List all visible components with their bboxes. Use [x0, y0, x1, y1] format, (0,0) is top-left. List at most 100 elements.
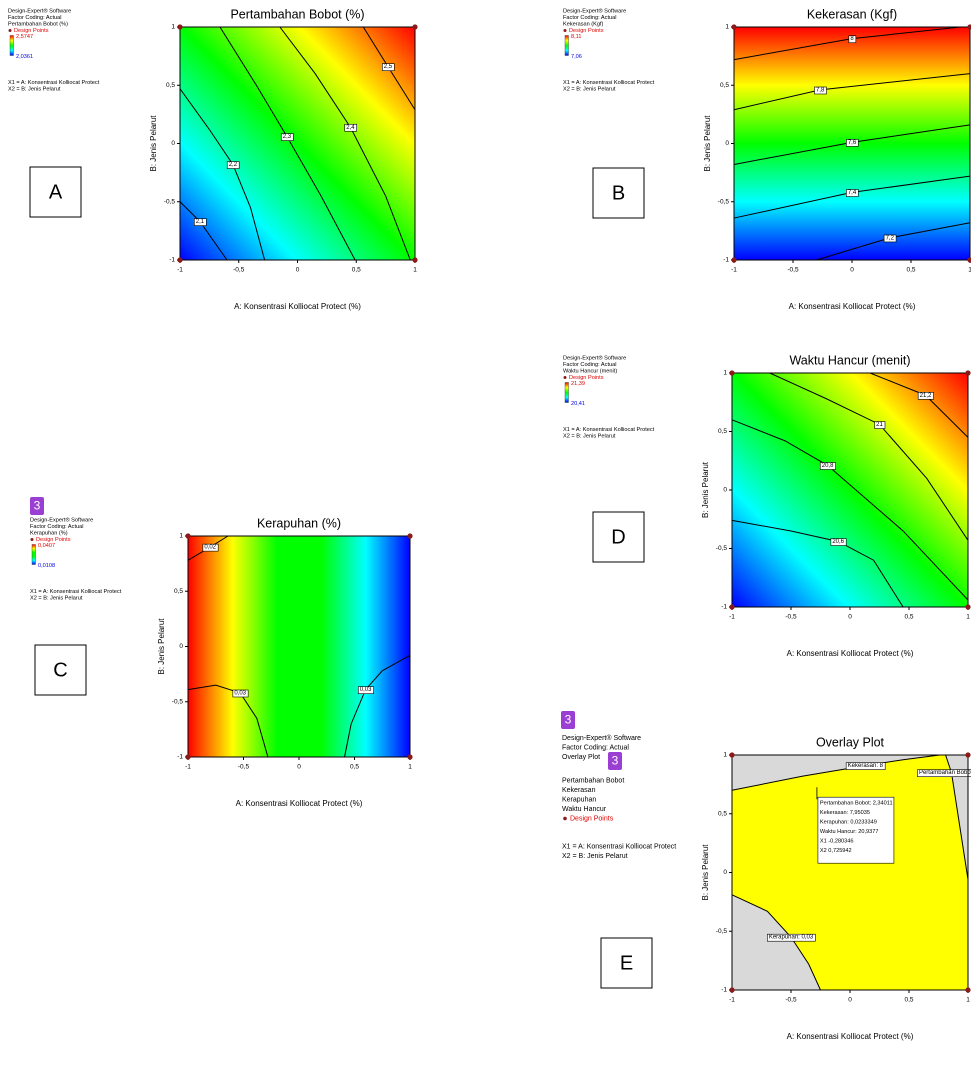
contour-label-box [344, 123, 358, 132]
contour-label: 0,02 [204, 545, 216, 551]
y-tick-label: -0,5 [716, 928, 728, 935]
x-tick-label: 0,5 [352, 267, 361, 274]
contour-label: 7,4 [848, 190, 857, 196]
colorbar [564, 382, 569, 403]
y-tick-label: -0,5 [718, 198, 730, 205]
factor-note: X2 = B: Jenis Pelarut [562, 853, 628, 860]
badge-text: 3 [565, 713, 572, 727]
info-text: Waktu Hancur (menit) [563, 368, 617, 374]
x-axis-label: A: Konsentrasi Kolliocat Protect (%) [236, 799, 363, 808]
panel: 2,1 2,2 2,3 2,4 2,5 -1 -0,5 0 0,5 1 -1 -0,5 0 0,5 1 Per… [8, 7, 418, 311]
y-tick-label: -1 [177, 754, 183, 761]
contour-label-box [280, 133, 294, 141]
contour-label-box [848, 35, 857, 44]
x-tick-label: 0 [296, 267, 300, 274]
factor-note: X1 = A: Konsentrasi Kolliocat Protect [563, 80, 655, 86]
contour-label: 21,2 [920, 393, 932, 399]
y-tick-label: -0,5 [164, 198, 176, 205]
y-tick-label: 0,5 [718, 428, 727, 435]
badge [561, 711, 575, 729]
colorbar-max: 2,5747 [16, 34, 33, 40]
contour-label: 0,03 [360, 687, 372, 693]
design-point [729, 604, 735, 610]
badge [30, 497, 44, 515]
contour-label-box [846, 139, 859, 147]
info-text: Factor Coding: Actual [30, 524, 83, 530]
legend-text: Design Points [570, 815, 614, 822]
factor-note: X2 = B: Jenis Pelarut [563, 86, 616, 92]
panel: Kekerasan: 8 Pertambahan Bobot: 2,5 Kerapu… [561, 711, 971, 1041]
x-tick-label: -1 [185, 764, 191, 771]
contour-label-box [874, 421, 886, 429]
legend-text: Kekerasan [562, 787, 596, 794]
panel: 21,2 21 20,8 20,6 -1 -0,5 0 0,5 1 -1 -0,5 0 0,5 1 Wakt… [563, 353, 971, 658]
panel-label: A [49, 181, 63, 203]
contour-label: 7,6 [848, 140, 857, 146]
y-tick-label: 0 [723, 487, 727, 494]
y-tick-label: 0 [725, 140, 729, 147]
colorbar [31, 544, 36, 565]
y-axis-label: B: Jenis Pelarut [701, 461, 710, 518]
legend-text: Design Points [569, 28, 604, 34]
factor-note: X1 = A: Konsentrasi Kolliocat Protect [30, 589, 122, 595]
y-tick-label: 1 [723, 370, 727, 377]
contour-label-box [830, 538, 847, 546]
info-text: Kerapuhan (%) [30, 530, 68, 536]
x-tick-label: 0,5 [350, 764, 359, 771]
legend-text: Kerapuhan [562, 796, 596, 803]
colorbar-max: 0,0407 [38, 543, 55, 549]
design-point [967, 257, 971, 263]
y-tick-label: 1 [171, 24, 175, 31]
chart-title: Kekerasan (Kgf) [807, 7, 897, 21]
legend-text: Waktu Hancur [562, 806, 607, 813]
contour-label-box [202, 543, 219, 552]
x-tick-label: 0 [850, 267, 854, 274]
legend-text: Pertambahan Bobot [562, 777, 624, 784]
design-point [731, 257, 737, 263]
contour-label: Kekerasan: 8 [848, 763, 884, 769]
contour-label-box [845, 762, 886, 770]
y-axis-label: B: Jenis Pelarut [703, 115, 712, 172]
contour-label-box [357, 686, 374, 694]
annotation-text: Waktu Hancur: 20,9377 [820, 829, 879, 835]
colorbar [564, 35, 569, 56]
y-tick-label: -0,5 [716, 545, 728, 552]
panel-box [592, 167, 645, 219]
design-point [965, 752, 971, 758]
info-text: Factor Coding: Actual [563, 15, 616, 21]
chart-title: Kerapuhan (%) [257, 516, 341, 530]
y-tick-label: 1 [723, 752, 727, 759]
y-tick-label: 1 [179, 533, 183, 540]
contour-label: 20,6 [832, 539, 844, 545]
contour-label-box [232, 689, 249, 698]
x-tick-label: 0 [297, 764, 301, 771]
y-tick-label: -1 [721, 604, 727, 611]
x-tick-label: -0,5 [785, 614, 797, 621]
x-tick-label: 1 [966, 997, 970, 1004]
x-axis-label: A: Konsentrasi Kolliocat Protect (%) [787, 1032, 914, 1041]
panel-label: B [612, 182, 625, 204]
factor-note: X1 = A: Konsentrasi Kolliocat Protect [562, 843, 676, 850]
design-point [729, 987, 735, 993]
x-tick-label: 0,5 [904, 997, 913, 1004]
info-text: Factor Coding: Actual [563, 362, 616, 368]
colorbar [9, 35, 14, 56]
y-tick-label: 0,5 [166, 82, 175, 89]
design-point [407, 533, 413, 539]
y-tick-label: 0,5 [720, 82, 729, 89]
x-tick-label: -1 [729, 997, 735, 1004]
y-tick-label: 0,5 [718, 810, 727, 817]
x-tick-label: -0,5 [787, 267, 799, 274]
contour-label-box [194, 218, 207, 226]
contour-label: Kerapuhan: 0,03 [769, 935, 814, 941]
info-text: Pertambahan Bobot (%) [8, 21, 68, 27]
contour-label-box [226, 161, 240, 169]
design-point [412, 257, 418, 263]
y-axis-label: B: Jenis Pelarut [149, 115, 158, 172]
contour-label: 2,1 [196, 219, 205, 225]
contour-surface [188, 536, 410, 757]
annotation-text: Pertambahan Bobot: 2,34011 [820, 801, 893, 807]
info-text: Factor Coding: Actual [8, 15, 61, 21]
info-text: Design-Expert® Software [8, 7, 71, 14]
